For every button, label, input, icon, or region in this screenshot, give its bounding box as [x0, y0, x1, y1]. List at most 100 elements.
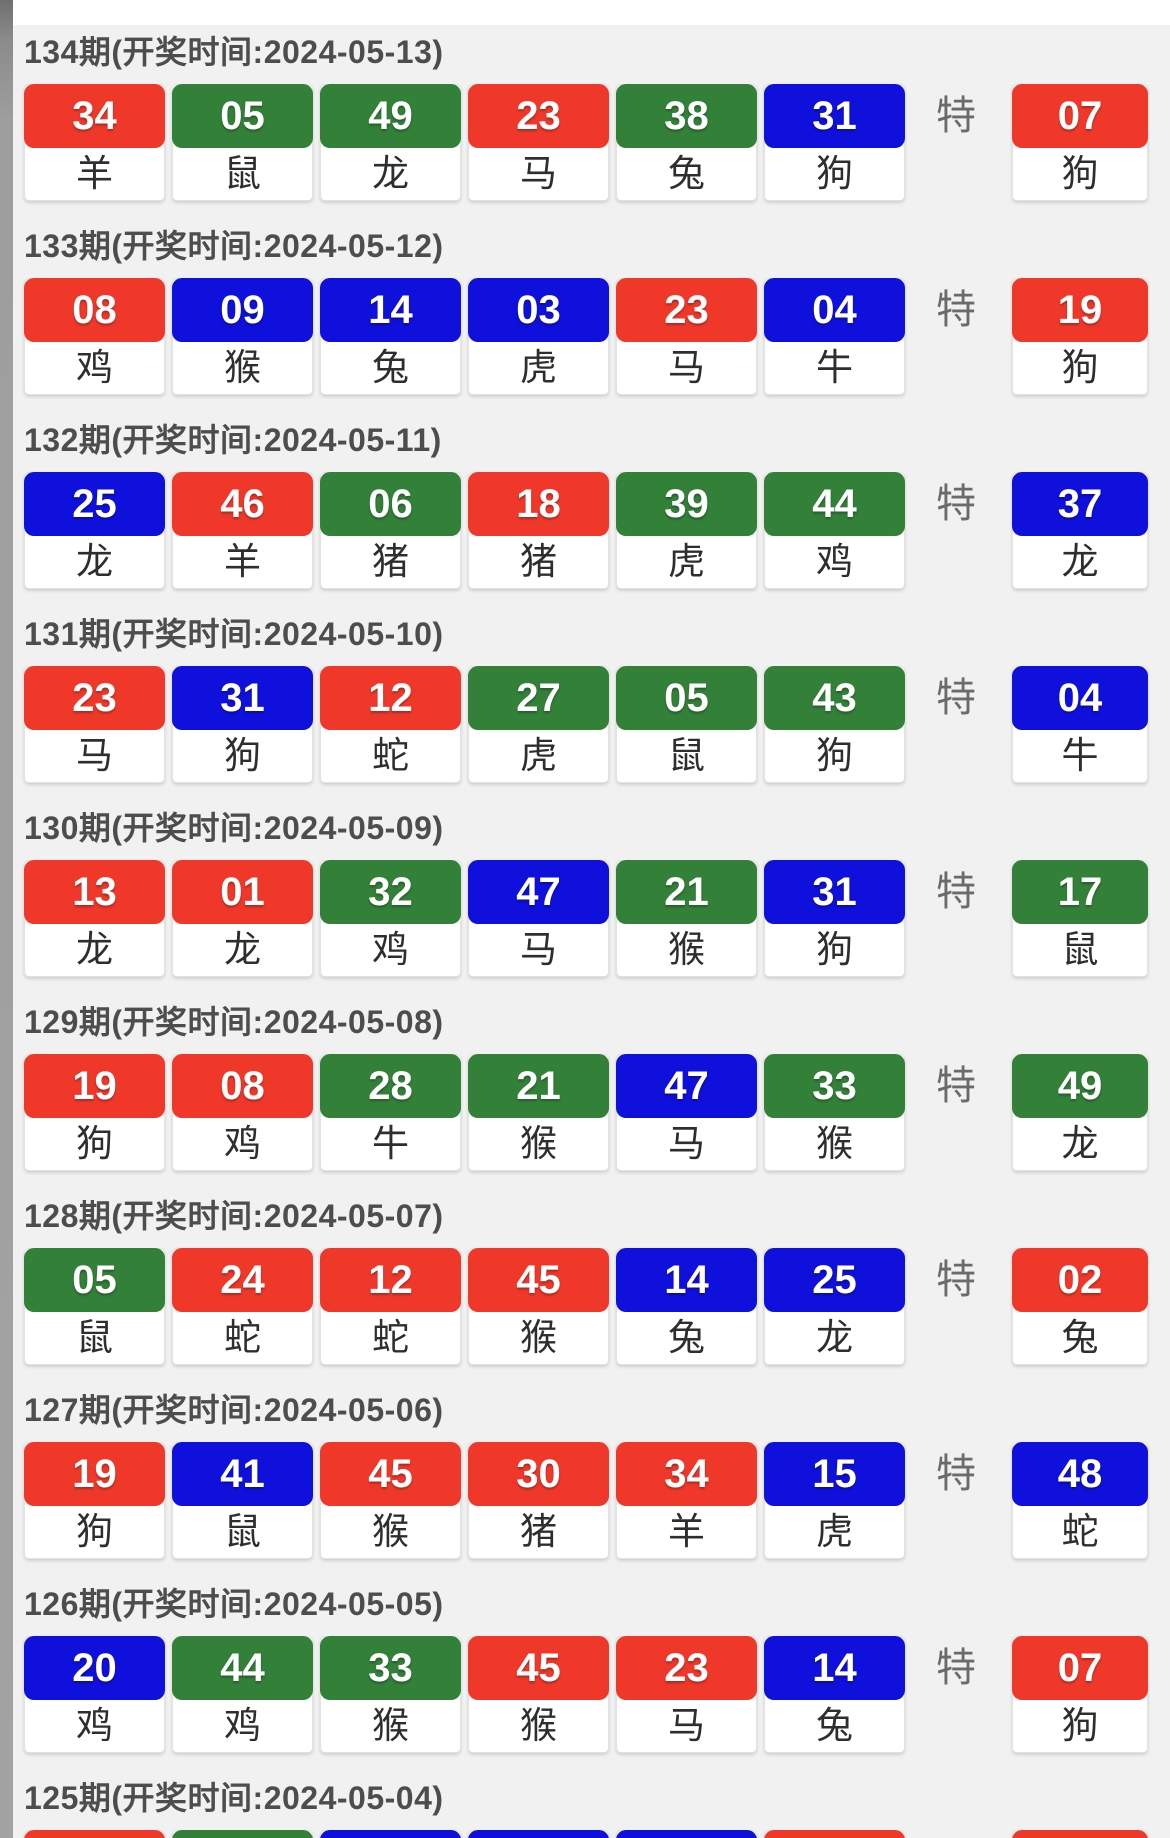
number-ball: 18 — [468, 472, 609, 536]
number-ball: 46 — [172, 472, 313, 536]
number-ball: 05 — [172, 84, 313, 148]
draw-numbers-row: 25 龙 46 羊 06 猪 18 猪 39 虎 44 鸡 特 37 龙 — [24, 472, 1170, 589]
number-cell: 46 羊 — [172, 472, 313, 589]
special-number-cell: 19 狗 — [1012, 278, 1148, 395]
number-ball: 28 — [320, 1054, 461, 1118]
number-ball: 03 — [468, 278, 609, 342]
zodiac-character: 狗 — [816, 152, 853, 195]
special-number-cell: 48 蛇 — [1012, 1442, 1148, 1559]
number-ball: 34 — [24, 84, 165, 148]
number-cell: 31 狗 — [172, 666, 313, 783]
number-ball — [616, 1830, 757, 1838]
number-ball: 45 — [320, 1442, 461, 1506]
zodiac-character: 马 — [520, 152, 557, 195]
zodiac-character: 羊 — [668, 1510, 705, 1553]
special-number-label: 特 — [934, 1830, 978, 1838]
number-cell: 24 蛇 — [172, 1248, 313, 1365]
special-number-cell: 37 龙 — [1012, 472, 1148, 589]
number-cell — [320, 1830, 461, 1838]
number-ball: 24 — [172, 1248, 313, 1312]
zodiac-character: 兔 — [1061, 1316, 1099, 1359]
number-ball: 25 — [24, 472, 165, 536]
number-ball: 39 — [616, 472, 757, 536]
draw-numbers-row: 05 鼠 24 蛇 12 蛇 45 猴 14 兔 25 龙 特 02 兔 — [24, 1248, 1170, 1365]
number-ball: 33 — [764, 1054, 905, 1118]
zodiac-character: 龙 — [76, 540, 113, 583]
number-ball: 47 — [468, 860, 609, 924]
special-number-ball: 19 — [1012, 278, 1148, 342]
number-cell: 23 马 — [468, 84, 609, 201]
number-cell — [172, 1830, 313, 1838]
number-ball: 05 — [24, 1248, 165, 1312]
zodiac-character: 虎 — [668, 540, 705, 583]
special-number-label: 特 — [936, 94, 976, 138]
draw-numbers-row: 19 狗 08 鸡 28 牛 21 猴 47 马 33 猴 特 49 龙 — [24, 1054, 1170, 1171]
special-number-ball: 04 — [1012, 666, 1148, 730]
number-cell: 23 马 — [24, 666, 165, 783]
number-cell: 45 猴 — [320, 1442, 461, 1559]
number-ball: 21 — [468, 1054, 609, 1118]
zodiac-character: 猪 — [520, 1510, 557, 1553]
special-number-cell: 17 鼠 — [1012, 860, 1148, 977]
number-ball: 21 — [616, 860, 757, 924]
special-number-ball: 37 — [1012, 472, 1148, 536]
number-cell: 34 羊 — [616, 1442, 757, 1559]
number-cell: 31 狗 — [764, 84, 905, 201]
number-cell: 33 猴 — [320, 1636, 461, 1753]
zodiac-character: 狗 — [1061, 1704, 1099, 1747]
number-cell: 25 龙 — [24, 472, 165, 589]
zodiac-character: 蛇 — [372, 1316, 409, 1359]
zodiac-character: 马 — [668, 346, 705, 389]
zodiac-character: 马 — [668, 1704, 705, 1747]
number-ball: 44 — [172, 1636, 313, 1700]
page-top-strip — [13, 0, 1170, 25]
zodiac-character: 马 — [520, 928, 557, 971]
special-number-cell: 07 狗 — [1012, 84, 1148, 201]
draw-period-header: 128期(开奖时间:2024-05-07) — [24, 1198, 444, 1234]
draw-period-block: 129期(开奖时间:2024-05-08) 19 狗 08 鸡 28 牛 21 … — [0, 995, 1170, 1189]
zodiac-character: 兔 — [372, 346, 409, 389]
number-ball: 23 — [468, 84, 609, 148]
zodiac-character: 牛 — [816, 346, 853, 389]
number-ball: 45 — [468, 1636, 609, 1700]
number-cell: 33 猴 — [764, 1054, 905, 1171]
number-ball: 09 — [172, 278, 313, 342]
draw-period-header: 133期(开奖时间:2024-05-12) — [24, 228, 444, 264]
number-cell: 05 鼠 — [616, 666, 757, 783]
number-ball: 01 — [172, 860, 313, 924]
zodiac-character: 鸡 — [76, 1704, 113, 1747]
zodiac-character: 狗 — [816, 734, 853, 777]
number-cell: 47 马 — [616, 1054, 757, 1171]
number-cell: 05 鼠 — [24, 1248, 165, 1365]
zodiac-character: 龙 — [224, 928, 261, 971]
number-cell: 06 猪 — [320, 472, 461, 589]
draw-period-header: 129期(开奖时间:2024-05-08) — [24, 1004, 444, 1040]
number-cell: 08 鸡 — [172, 1054, 313, 1171]
zodiac-character: 鸡 — [76, 346, 113, 389]
draw-numbers-row: 20 鸡 44 鸡 33 猴 45 猴 23 马 14 兔 特 07 狗 — [24, 1636, 1170, 1753]
number-ball: 08 — [24, 278, 165, 342]
draw-period-header: 126期(开奖时间:2024-05-05) — [24, 1586, 444, 1622]
special-number-label: 特 — [936, 676, 976, 720]
number-cell: 44 鸡 — [764, 472, 905, 589]
number-ball — [320, 1830, 461, 1838]
number-cell: 14 兔 — [616, 1248, 757, 1365]
number-ball: 32 — [320, 860, 461, 924]
number-cell: 05 鼠 — [172, 84, 313, 201]
lottery-results-list: 134期(开奖时间:2024-05-13) 34 羊 05 鼠 49 龙 23 … — [0, 25, 1170, 1838]
number-cell: 44 鸡 — [172, 1636, 313, 1753]
number-ball: 31 — [172, 666, 313, 730]
zodiac-character: 马 — [668, 1122, 705, 1165]
number-cell: 19 狗 — [24, 1054, 165, 1171]
zodiac-character: 鼠 — [668, 734, 705, 777]
zodiac-character: 兔 — [816, 1704, 853, 1747]
draw-period-header: 131期(开奖时间:2024-05-10) — [24, 616, 444, 652]
zodiac-character: 猴 — [224, 346, 261, 389]
draw-period-header: 127期(开奖时间:2024-05-06) — [24, 1392, 444, 1428]
number-cell — [616, 1830, 757, 1838]
number-ball: 12 — [320, 1248, 461, 1312]
zodiac-character: 马 — [76, 734, 113, 777]
number-cell: 21 猴 — [468, 1054, 609, 1171]
zodiac-character: 龙 — [1061, 540, 1099, 583]
number-cell: 49 龙 — [320, 84, 461, 201]
